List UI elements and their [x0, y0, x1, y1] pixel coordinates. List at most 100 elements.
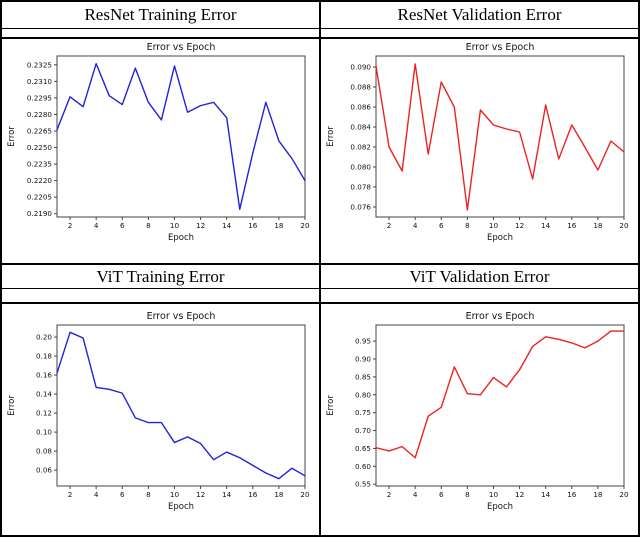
y-tick-label: 0.85 — [354, 372, 370, 381]
chart-cell-resnet-val: Error vs Epoch 0.076 0.078 0.080 0.082 0.084 0… — [319, 39, 638, 263]
line-chart-vit-train: Error vs Epoch 0.06 0.08 0.10 0.12 0.14 0.16 0.… — [2, 304, 319, 535]
x-tick-label: 16 — [248, 221, 258, 230]
bottom-gap-band — [2, 289, 638, 304]
x-tick-label: 10 — [169, 490, 179, 499]
x-tick-label: 6 — [438, 221, 443, 230]
x-tick-label: 20 — [619, 221, 629, 230]
y-tick-label: 0.2220 — [26, 176, 52, 185]
x-tick-label: 8 — [465, 490, 470, 499]
y-tick-label: 0.088 — [350, 83, 371, 92]
y-tick-label: 0.076 — [350, 203, 371, 212]
y-tick-label: 0.65 — [354, 443, 370, 452]
y-tick-label: 0.75 — [354, 408, 370, 417]
y-tick-label: 0.2205 — [26, 193, 51, 202]
x-tick-label: 18 — [593, 221, 603, 230]
x-tick-label: 10 — [169, 221, 179, 230]
chart-title: Error vs Epoch — [465, 311, 534, 322]
y-tick-label: 0.10 — [35, 427, 51, 436]
series-line — [374, 63, 625, 211]
line-chart-resnet-val: Error vs Epoch 0.076 0.078 0.080 0.082 0.084 0… — [321, 39, 638, 263]
chart-cell-vit-train: Error vs Epoch 0.06 0.08 0.10 0.12 0.14 0.16 0.… — [2, 304, 319, 535]
y-tick-label: 0.55 — [354, 479, 370, 488]
x-tick-label: 10 — [488, 490, 498, 499]
x-tick-label: 14 — [222, 490, 232, 499]
chart-axes — [56, 324, 305, 486]
x-tick-label: 14 — [541, 221, 551, 230]
x-tick-label: 2 — [67, 490, 72, 499]
y-tick-label: 0.084 — [350, 123, 371, 132]
y-tick-label: 0.70 — [354, 426, 370, 435]
top-chart-band: Error vs Epoch 0.2190 0.2205 0.2220 0.2235 0.… — [2, 39, 638, 263]
top-gap-band — [2, 29, 638, 39]
chart-cell-resnet-train: Error vs Epoch 0.2190 0.2205 0.2220 0.2235 0.… — [2, 39, 319, 263]
panel-title: ViT Training Error — [96, 266, 225, 286]
chart-title: Error vs Epoch — [465, 42, 534, 53]
y-tick-label: 0.2325 — [26, 60, 51, 69]
x-tick-label: 20 — [300, 490, 310, 499]
line-chart-resnet-train: Error vs Epoch 0.2190 0.2205 0.2220 0.2235 0.… — [2, 39, 319, 263]
y-tick-label: 0.082 — [350, 143, 371, 152]
x-tick-label: 12 — [196, 221, 205, 230]
x-tick-label: 16 — [567, 221, 577, 230]
x-tick-label: 6 — [119, 490, 124, 499]
x-tick-label: 18 — [274, 490, 284, 499]
y-tick-label: 0.2280 — [26, 110, 52, 119]
x-tick-label: 18 — [593, 490, 603, 499]
series-line — [55, 63, 306, 210]
top-title-band: ResNet Training Error ResNet Validation … — [2, 2, 638, 29]
x-tick-label: 10 — [488, 221, 498, 230]
x-tick-label: 4 — [93, 490, 98, 499]
x-tick-label: 16 — [248, 490, 258, 499]
chart-axes — [56, 55, 305, 218]
x-tick-label: 12 — [515, 221, 524, 230]
panel-title: ResNet Training Error — [84, 5, 237, 24]
chart-cell-vit-val: Error vs Epoch 0.55 0.60 0.65 0.70 0.75 0.80 0.… — [319, 304, 638, 535]
x-tick-label: 4 — [412, 490, 417, 499]
y-tick-label: 0.090 — [350, 63, 371, 72]
y-tick-label: 0.2250 — [26, 143, 52, 152]
y-tick-label: 0.08 — [35, 446, 51, 455]
x-tick-label: 6 — [438, 490, 443, 499]
x-tick-label: 20 — [619, 490, 629, 499]
y-tick-label: 0.18 — [35, 351, 51, 360]
y-tick-label: 0.14 — [35, 389, 51, 398]
y-tick-label: 0.20 — [35, 332, 51, 341]
panel-title-cell-resnet-train: ResNet Training Error — [2, 2, 319, 28]
x-tick-label: 16 — [567, 490, 577, 499]
gap-cell — [2, 289, 319, 302]
x-tick-label: 20 — [300, 221, 310, 230]
x-tick-label: 14 — [222, 221, 232, 230]
panel-title-cell-vit-val: ViT Validation Error — [319, 265, 638, 288]
y-tick-label: 0.90 — [354, 354, 370, 363]
y-tick-label: 0.16 — [35, 370, 51, 379]
line-chart-svg: Error vs Epoch 0.2190 0.2205 0.2220 0.2235 0.… — [7, 42, 310, 243]
y-tick-label: 0.2190 — [26, 209, 52, 218]
chart-axes — [375, 55, 624, 218]
x-tick-label: 2 — [386, 490, 391, 499]
y-axis-label: Error — [7, 394, 17, 415]
y-tick-label: 0.12 — [35, 408, 51, 417]
x-tick-label: 8 — [465, 221, 470, 230]
x-tick-label: 14 — [541, 490, 551, 499]
x-tick-label: 12 — [196, 490, 205, 499]
y-tick-label: 0.2235 — [26, 160, 51, 169]
y-tick-label: 0.086 — [350, 103, 371, 112]
line-chart-vit-val: Error vs Epoch 0.55 0.60 0.65 0.70 0.75 0.80 0.… — [321, 304, 638, 535]
y-tick-label: 0.80 — [354, 390, 370, 399]
x-tick-label: 18 — [274, 221, 284, 230]
y-tick-label: 0.2295 — [26, 93, 51, 102]
x-tick-label: 6 — [119, 221, 124, 230]
x-axis-label: Epoch — [486, 502, 512, 512]
x-tick-label: 8 — [146, 490, 151, 499]
y-tick-label: 0.2265 — [26, 126, 51, 135]
bottom-title-band: ViT Training Error ViT Validation Error — [2, 263, 638, 289]
y-axis-label: Error — [326, 126, 336, 147]
gap-cell — [319, 29, 638, 37]
line-chart-svg: Error vs Epoch 0.55 0.60 0.65 0.70 0.75 0.80 0.… — [326, 311, 629, 512]
x-tick-label: 8 — [146, 221, 151, 230]
y-tick-label: 0.080 — [350, 163, 371, 172]
gap-cell — [319, 289, 638, 302]
panel-title: ViT Validation Error — [409, 266, 550, 286]
chart-title: Error vs Epoch — [146, 42, 215, 53]
